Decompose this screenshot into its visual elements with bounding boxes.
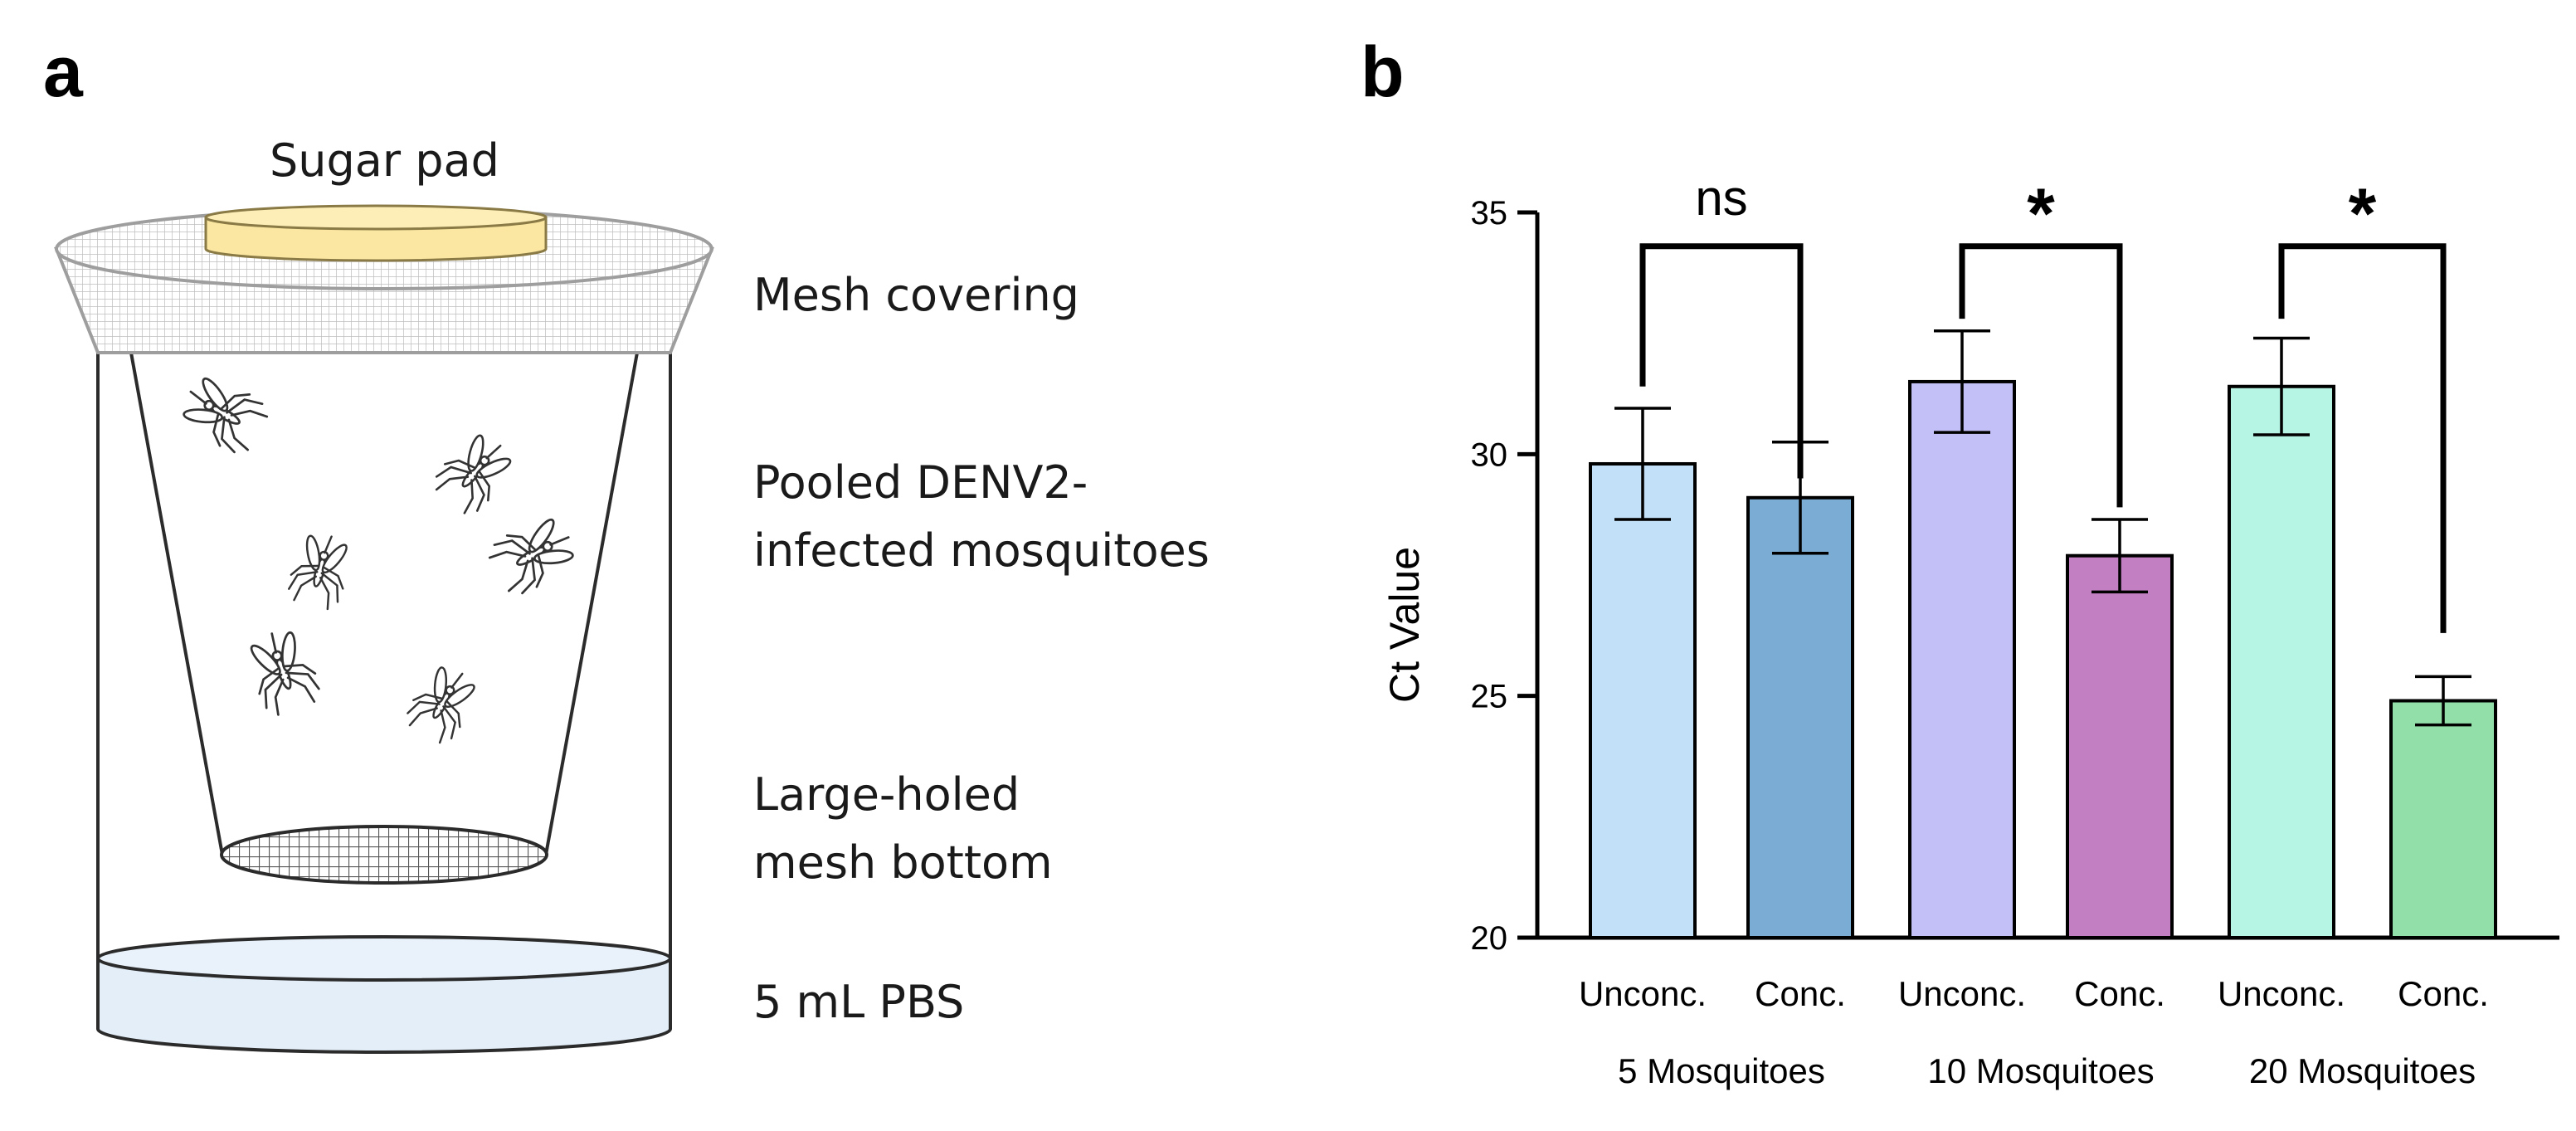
x-category-label: Unconc. bbox=[1898, 974, 2026, 1013]
mosquito-icon bbox=[240, 623, 325, 720]
significance-bracket-1 bbox=[1639, 243, 1804, 479]
significance-bracket-3 bbox=[2278, 243, 2447, 633]
cup-right-side bbox=[544, 352, 639, 856]
y-tick-label: 25 bbox=[1471, 679, 1508, 715]
label-large-holed-line2: mesh bottom bbox=[753, 836, 1053, 889]
chart-significance: ns * * bbox=[1639, 170, 2447, 633]
chart-axes: 20 25 30 35 Ct Value bbox=[1381, 195, 2559, 957]
x-group-label: 10 Mosquitoes bbox=[1927, 1051, 2154, 1090]
label-sugar-pad: Sugar pad bbox=[270, 134, 499, 187]
significance-label-3: * bbox=[2349, 174, 2377, 254]
bar-5 bbox=[2228, 384, 2335, 939]
y-axis-title: Ct Value bbox=[1381, 547, 1428, 703]
bar-4 bbox=[2066, 553, 2174, 940]
x-category-label: Conc. bbox=[1755, 974, 1846, 1013]
chart-bars bbox=[1589, 379, 2497, 940]
cup-diagram bbox=[54, 204, 714, 1054]
label-pooled-line2: infected mosquitoes bbox=[753, 524, 1210, 577]
x-category-label: Unconc. bbox=[1579, 974, 1707, 1013]
y-tick-label: 35 bbox=[1471, 195, 1508, 232]
bar-3 bbox=[1908, 379, 2016, 939]
chart-labels: Unconc. Conc. Unconc. Conc. Unconc. Conc. 5 Mo… bbox=[1579, 974, 2489, 1090]
bar-6 bbox=[2389, 699, 2497, 939]
x-category-label: Unconc. bbox=[2218, 974, 2345, 1013]
mosquito-icon bbox=[427, 425, 522, 521]
label-pooled-line1: Pooled DENV2- bbox=[753, 456, 1088, 509]
significance-label-2: * bbox=[2027, 174, 2055, 254]
mosquito-icon bbox=[400, 658, 485, 748]
label-pbs: 5 mL PBS bbox=[753, 976, 964, 1028]
bar-2 bbox=[1746, 495, 1854, 939]
x-group-label: 20 Mosquitoes bbox=[2249, 1051, 2476, 1090]
chart-error-bars bbox=[1614, 329, 2471, 727]
bar-1 bbox=[1589, 461, 1697, 939]
mesh-bottom bbox=[220, 825, 548, 885]
label-large-holed-line1: Large-holed bbox=[753, 768, 1020, 821]
x-group-label: 5 Mosquitoes bbox=[1618, 1051, 1825, 1090]
panel-a-letter: a bbox=[43, 32, 84, 112]
pbs-dish bbox=[96, 935, 672, 1054]
label-mesh-covering: Mesh covering bbox=[753, 269, 1079, 321]
mosquito-icon bbox=[284, 528, 357, 613]
y-tick-label: 30 bbox=[1471, 436, 1508, 473]
y-tick-label: 20 bbox=[1471, 920, 1508, 957]
mosquito-icon bbox=[173, 367, 274, 461]
significance-label-1: ns bbox=[1695, 170, 1747, 226]
x-category-label: Conc. bbox=[2398, 974, 2489, 1013]
significance-bracket-2 bbox=[1959, 243, 2123, 508]
mosquito-icon bbox=[483, 508, 583, 602]
sugar-pad bbox=[204, 204, 548, 262]
panel-b-letter: b bbox=[1361, 32, 1405, 112]
cup-left-side bbox=[129, 352, 224, 856]
x-category-label: Conc. bbox=[2074, 974, 2165, 1013]
